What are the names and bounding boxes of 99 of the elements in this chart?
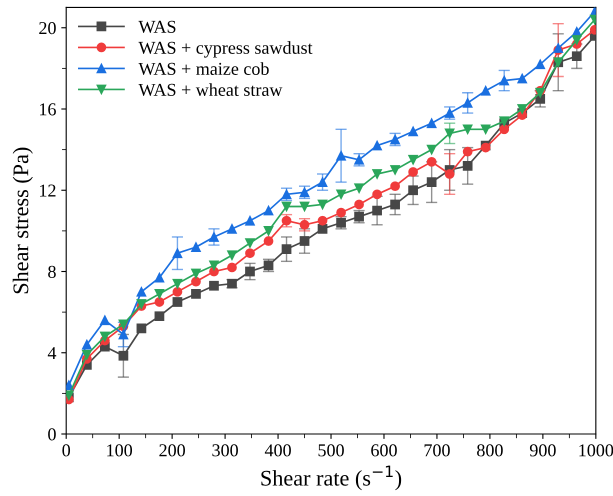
point [154,272,164,282]
point [172,297,182,307]
point [426,118,437,128]
point [300,236,310,246]
point [172,248,182,258]
point [499,124,510,134]
point [118,350,128,361]
legend-label: WAS [138,20,176,33]
point [499,76,510,86]
point [318,224,328,234]
point [354,200,364,210]
point [372,169,382,179]
point [227,250,237,260]
point [572,51,582,62]
x-tick-label: 400 [264,444,291,456]
point [372,206,382,216]
point [191,288,201,299]
point [572,35,582,45]
x-tick-label: 500 [318,444,344,456]
y-tick-label: 16 [40,103,56,116]
point [227,224,237,234]
point [535,59,546,70]
point [172,278,182,289]
point [390,200,400,210]
point [408,167,418,177]
point [245,266,255,276]
point [372,140,382,150]
y-tick-label: 0 [48,428,56,440]
x-tick-label: 300 [212,444,238,456]
point [100,332,110,342]
y-tick-label: 8 [48,266,56,278]
point [300,202,310,212]
point [426,156,437,167]
point [191,268,201,278]
point [264,206,274,216]
point [209,280,219,291]
point [336,208,346,218]
point [390,165,400,175]
x-tick-label: 0 [62,444,70,456]
legend-label: WAS + wheat straw [138,83,282,96]
point [154,288,164,299]
point [227,262,237,272]
point [118,330,128,340]
y-axis-title: Shear stress (Pa) [12,148,33,294]
point [462,98,473,108]
x-tick-label: 1000 [579,444,613,456]
point [154,311,164,322]
point [480,124,491,134]
point [336,189,346,200]
point [191,276,201,287]
point [462,161,473,171]
x-tick-label: 900 [530,444,556,456]
point [154,297,164,307]
point [100,315,110,326]
point [372,189,382,200]
legend-label: WAS + cypress sawdust [138,41,312,58]
point [209,260,219,270]
point [264,226,274,236]
point [82,350,92,360]
point [390,181,400,192]
point [245,238,255,248]
point [336,150,346,161]
x-tick-label: 700 [424,444,450,456]
point [264,236,274,246]
point [408,126,418,136]
y-tick-label: 4 [48,347,56,360]
point [517,74,528,84]
point [318,177,328,187]
point [282,244,292,254]
x-tick-label: 100 [107,444,132,456]
point [282,202,292,212]
point [245,216,255,226]
point [462,146,473,157]
point [462,124,473,134]
point [444,169,455,179]
x-tick-label: 800 [477,444,503,456]
point [408,154,418,165]
point [517,104,528,114]
x-tick-label: 200 [159,444,185,456]
point [136,324,146,334]
x-tick-label: 600 [371,444,397,456]
y-tick-label: 20 [39,22,56,34]
point [191,242,201,252]
point [408,185,418,196]
point [480,86,491,96]
point [209,232,219,242]
point [136,286,146,297]
x-axis-title: Shear rate (s$^{−1}$) [261,466,402,490]
y-tick-label: 12 [40,184,56,197]
point [172,286,182,297]
point [318,216,328,226]
point [82,340,92,350]
legend-label: WAS + maize cob [138,62,269,76]
point [426,177,437,187]
point [318,200,328,210]
point [245,248,255,258]
point [444,128,455,138]
point [426,144,437,154]
point [354,183,364,194]
